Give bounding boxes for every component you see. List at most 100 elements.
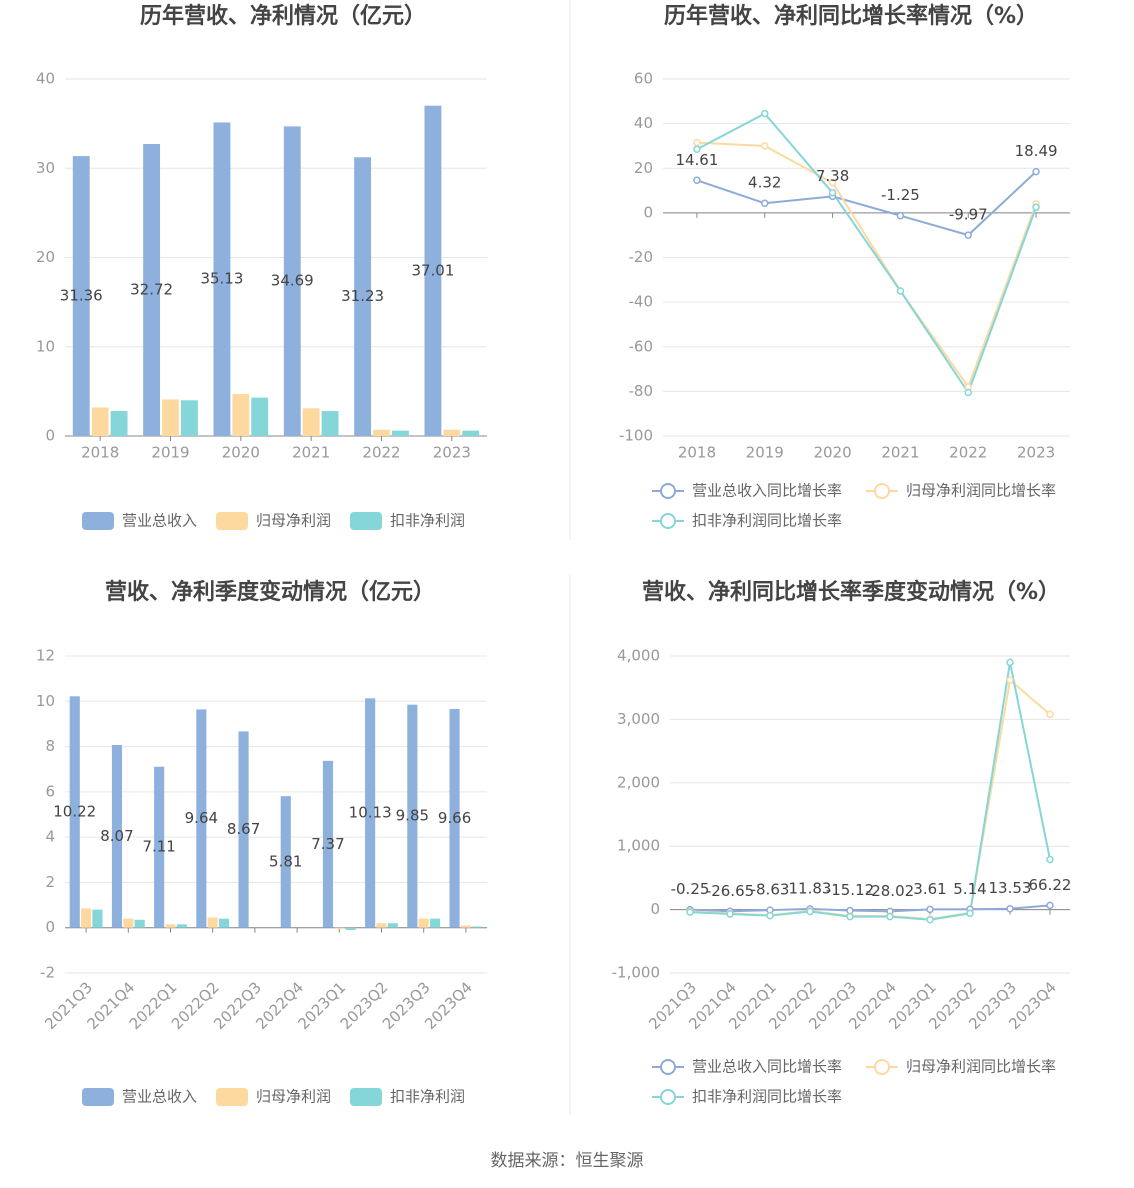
bar (321, 411, 339, 436)
x-tick-label: 2019 (746, 444, 784, 462)
y-tick-label: 40 (634, 114, 653, 132)
data-label: -28.02 (866, 882, 914, 900)
y-tick-label: 2,000 (617, 773, 660, 791)
y-tick-label: -60 (629, 337, 654, 355)
data-label: 9.66 (438, 809, 471, 827)
y-tick-label: 2 (45, 873, 55, 891)
data-label: 3.61 (913, 880, 946, 898)
legend-swatch (660, 513, 676, 529)
x-tick-label: 2019 (151, 444, 189, 462)
data-label: 11.83 (789, 879, 832, 897)
y-tick-label: 20 (634, 159, 653, 177)
data-label: 34.69 (271, 272, 314, 290)
y-tick-label: 20 (36, 248, 55, 266)
legend-label: 扣非净利润 (390, 512, 465, 530)
bar (472, 926, 483, 928)
bar (443, 429, 461, 436)
legend-label: 扣非净利润同比增长率 (692, 512, 842, 530)
legend-label: 营业总收入同比增长率 (692, 1058, 842, 1076)
data-label: 5.14 (953, 880, 986, 898)
point (1006, 676, 1014, 684)
y-tick-label: 0 (650, 900, 660, 918)
x-tick-label: 2022 (362, 444, 400, 462)
legend-label: 营业总收入同比增长率 (692, 482, 842, 500)
x-tick-label: 2021 (292, 444, 330, 462)
bar (162, 399, 179, 436)
point (964, 388, 972, 397)
point (828, 179, 837, 187)
data-label: 7.38 (816, 167, 849, 185)
point (693, 138, 701, 147)
bar (213, 122, 231, 436)
data-label: -8.63 (751, 881, 790, 899)
data-label: 13.53 (989, 879, 1032, 897)
bar (354, 157, 372, 436)
bar (345, 927, 356, 930)
legend-label: 营业总收入 (122, 1088, 197, 1106)
bar (238, 731, 249, 928)
point (761, 109, 769, 118)
chart-title: 历年营收、净利情况（亿元） (140, 3, 426, 29)
bar (283, 126, 301, 436)
y-tick-label: 12 (36, 647, 55, 665)
point (806, 907, 814, 916)
y-tick-label: 8 (45, 737, 55, 755)
bar (280, 796, 291, 928)
point (1006, 904, 1014, 913)
data-label: 7.11 (142, 838, 175, 856)
legend-swatch (216, 1088, 248, 1106)
bar (92, 909, 103, 928)
data-label: 5.81 (269, 852, 302, 870)
x-tick-label: 2021 (881, 444, 919, 462)
data-label: 37.01 (411, 261, 454, 279)
y-tick-label: 3,000 (617, 710, 660, 728)
bar (365, 698, 376, 928)
point (896, 211, 905, 220)
data-label: 8.07 (100, 827, 133, 845)
bar (376, 923, 387, 928)
x-tick-label: 2023 (1017, 444, 1055, 462)
bar (373, 429, 390, 436)
bar (418, 918, 429, 928)
data-label: -9.97 (949, 206, 988, 224)
line (689, 662, 1051, 921)
bar (111, 744, 123, 928)
bar (232, 394, 250, 436)
point (761, 142, 769, 150)
chart-title: 历年营收、净利同比增长率情况（%） (664, 3, 1038, 29)
point (693, 176, 701, 185)
point (886, 912, 894, 921)
footer: 数据来源：恒生聚源 (491, 1151, 644, 1171)
y-tick-label: -80 (629, 382, 654, 400)
data-label: -26.65 (706, 882, 754, 900)
data-label: 4.32 (748, 174, 781, 192)
legend-swatch (82, 512, 114, 530)
x-tick-label: 2018 (81, 444, 119, 462)
y-tick-label: -40 (629, 293, 654, 311)
point (1032, 167, 1040, 176)
bar (460, 925, 471, 928)
bar (387, 923, 398, 928)
data-label: 8.67 (227, 820, 260, 838)
x-tick-label: 2020 (813, 444, 851, 462)
y-tick-label: 60 (634, 70, 653, 88)
point (846, 912, 854, 921)
point (896, 287, 905, 295)
legend-swatch (350, 1088, 382, 1106)
point (1006, 658, 1014, 667)
point (926, 915, 934, 924)
data-label: -0.25 (671, 880, 710, 898)
y-tick-label: 4 (45, 828, 55, 846)
bar (302, 408, 320, 436)
data-label: 35.13 (200, 270, 243, 288)
y-tick-label: 6 (45, 782, 55, 800)
bar (134, 919, 145, 928)
bar (196, 709, 207, 928)
y-tick-label: -1,000 (612, 964, 660, 982)
bar (462, 430, 480, 436)
data-label: 31.36 (60, 287, 103, 305)
data-label: 14.61 (675, 151, 718, 169)
point (1032, 203, 1040, 212)
bar (165, 924, 176, 928)
point (766, 911, 774, 920)
